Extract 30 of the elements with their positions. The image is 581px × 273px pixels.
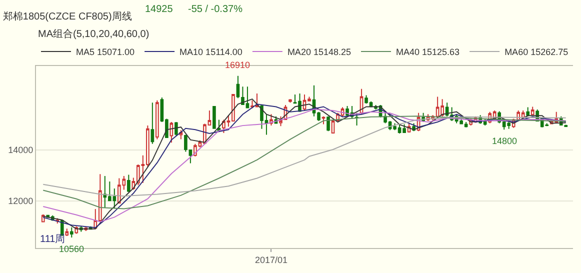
candlestick (212, 105, 216, 130)
candlestick (150, 102, 154, 144)
y-tick-label: 12000 (8, 196, 34, 206)
annotation: 16910 (225, 60, 250, 70)
candlestick (355, 112, 358, 126)
legend-label: MA60 15262.75 (504, 47, 568, 58)
legend-label: MA40 15125.63 (396, 47, 460, 58)
candlestick (70, 226, 74, 238)
candlestick (174, 122, 178, 136)
candlestick (326, 116, 330, 132)
candlestick (530, 106, 534, 116)
candlestick (288, 98, 292, 104)
candlestick (65, 228, 69, 237)
legend-label: MA5 15071.00 (76, 47, 135, 58)
candlestick (156, 100, 159, 140)
text: -55 / -0.37% (188, 4, 243, 15)
text: 14925 (145, 4, 174, 15)
legend-title: MA组合(5,10,20,40,60,0) (38, 28, 150, 40)
annotation: 14800 (492, 136, 518, 146)
candlestick (526, 106, 530, 117)
legend-label: MA10 15114.00 (180, 47, 242, 58)
legend-label: MA20 15148.25 (287, 47, 351, 58)
x-tick-label: 2017/01 (254, 254, 288, 265)
candlestick (279, 116, 282, 127)
chart-title: 郑棉1805(CZCE CF805)周线 (2, 10, 132, 22)
annotation: 111周 (40, 234, 66, 245)
y-tick-label: 14000 (8, 145, 34, 156)
candlestick (322, 116, 326, 125)
annotation: 10560 (59, 244, 84, 254)
candlestick (127, 174, 130, 192)
